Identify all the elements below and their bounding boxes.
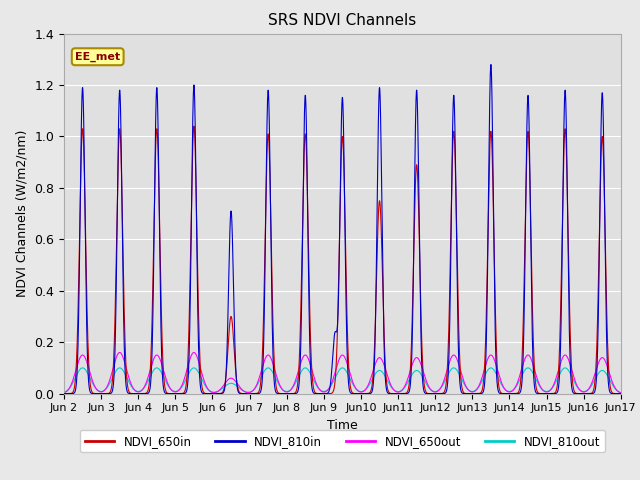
Y-axis label: NDVI Channels (W/m2/nm): NDVI Channels (W/m2/nm) bbox=[16, 130, 29, 297]
Legend: NDVI_650in, NDVI_810in, NDVI_650out, NDVI_810out: NDVI_650in, NDVI_810in, NDVI_650out, NDV… bbox=[80, 430, 605, 453]
X-axis label: Time: Time bbox=[327, 419, 358, 432]
Title: SRS NDVI Channels: SRS NDVI Channels bbox=[268, 13, 417, 28]
Text: EE_met: EE_met bbox=[75, 51, 120, 62]
